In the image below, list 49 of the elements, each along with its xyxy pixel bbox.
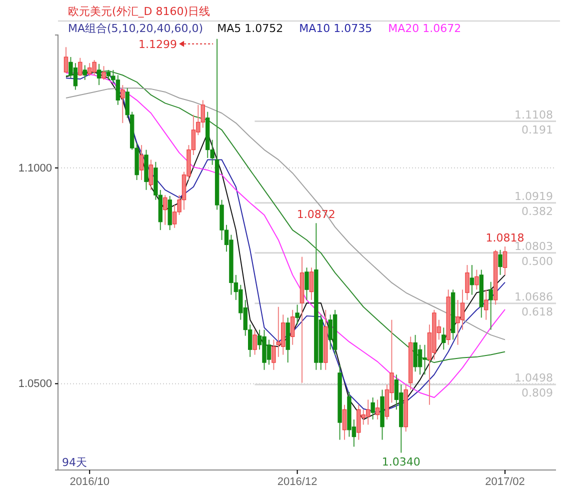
- candlestick: [342, 404, 347, 440]
- legend-title: MA组合(5,10,20,40,60,0): [68, 22, 204, 35]
- ref-line-label: 1.0919: [514, 190, 553, 203]
- annotation: 94天: [62, 456, 87, 469]
- candlestick: [375, 399, 380, 420]
- candlestick: [64, 46, 68, 74]
- candlestick: [488, 281, 493, 330]
- annotation: 1.0872: [296, 208, 336, 222]
- ref-line-label: 1.0686: [514, 290, 553, 304]
- x-tick-label: 2017/02: [485, 476, 525, 488]
- candlestick: [304, 267, 309, 300]
- candlestick: [272, 339, 276, 370]
- candlestick: [309, 267, 314, 300]
- candlestick: [252, 329, 257, 356]
- candlestick: [465, 264, 470, 300]
- candlestick: [370, 397, 375, 420]
- annotation: 0.382: [522, 204, 553, 218]
- candlestick: [163, 194, 168, 226]
- text: MA20 1.0672: [388, 22, 462, 35]
- candlestick: [470, 264, 474, 296]
- text: MA5 1.0752: [217, 22, 284, 35]
- text: MA10 1.0735: [299, 22, 372, 35]
- ref-line-label: 1.0498: [514, 372, 553, 385]
- ref-line-label: 1.1108: [514, 108, 553, 122]
- candlestick: [96, 63, 102, 86]
- candlestick: [290, 309, 295, 346]
- candlestick: [295, 304, 300, 326]
- annotation: 0.191: [522, 123, 553, 136]
- candlestick: [484, 289, 488, 320]
- candlestick: [120, 84, 125, 124]
- chart-title: 欧元美元(外汇_D 8160)日线: [68, 5, 210, 18]
- x-tick-label: 2016/12: [277, 476, 318, 488]
- y-tick-label: 1.1000: [18, 162, 52, 174]
- candlestick: [139, 144, 144, 180]
- candlestick: [474, 269, 479, 290]
- annotation: 0.618: [522, 305, 553, 318]
- candlestick: [502, 246, 508, 276]
- annotation: 1.1299: [138, 38, 178, 51]
- candlestick: [102, 66, 106, 80]
- annotation: 0.809: [522, 386, 553, 400]
- x-tick-label: 2016/10: [70, 476, 110, 488]
- candlestick: [78, 57, 82, 76]
- annotation: 1.0340: [382, 456, 420, 469]
- annotation: 0.500: [522, 254, 553, 268]
- candlestick: [82, 64, 87, 80]
- candlestick: [148, 159, 154, 190]
- candlestick: [442, 327, 446, 350]
- candlestick: [498, 249, 502, 276]
- y-tick-label: 1.0500: [18, 378, 52, 390]
